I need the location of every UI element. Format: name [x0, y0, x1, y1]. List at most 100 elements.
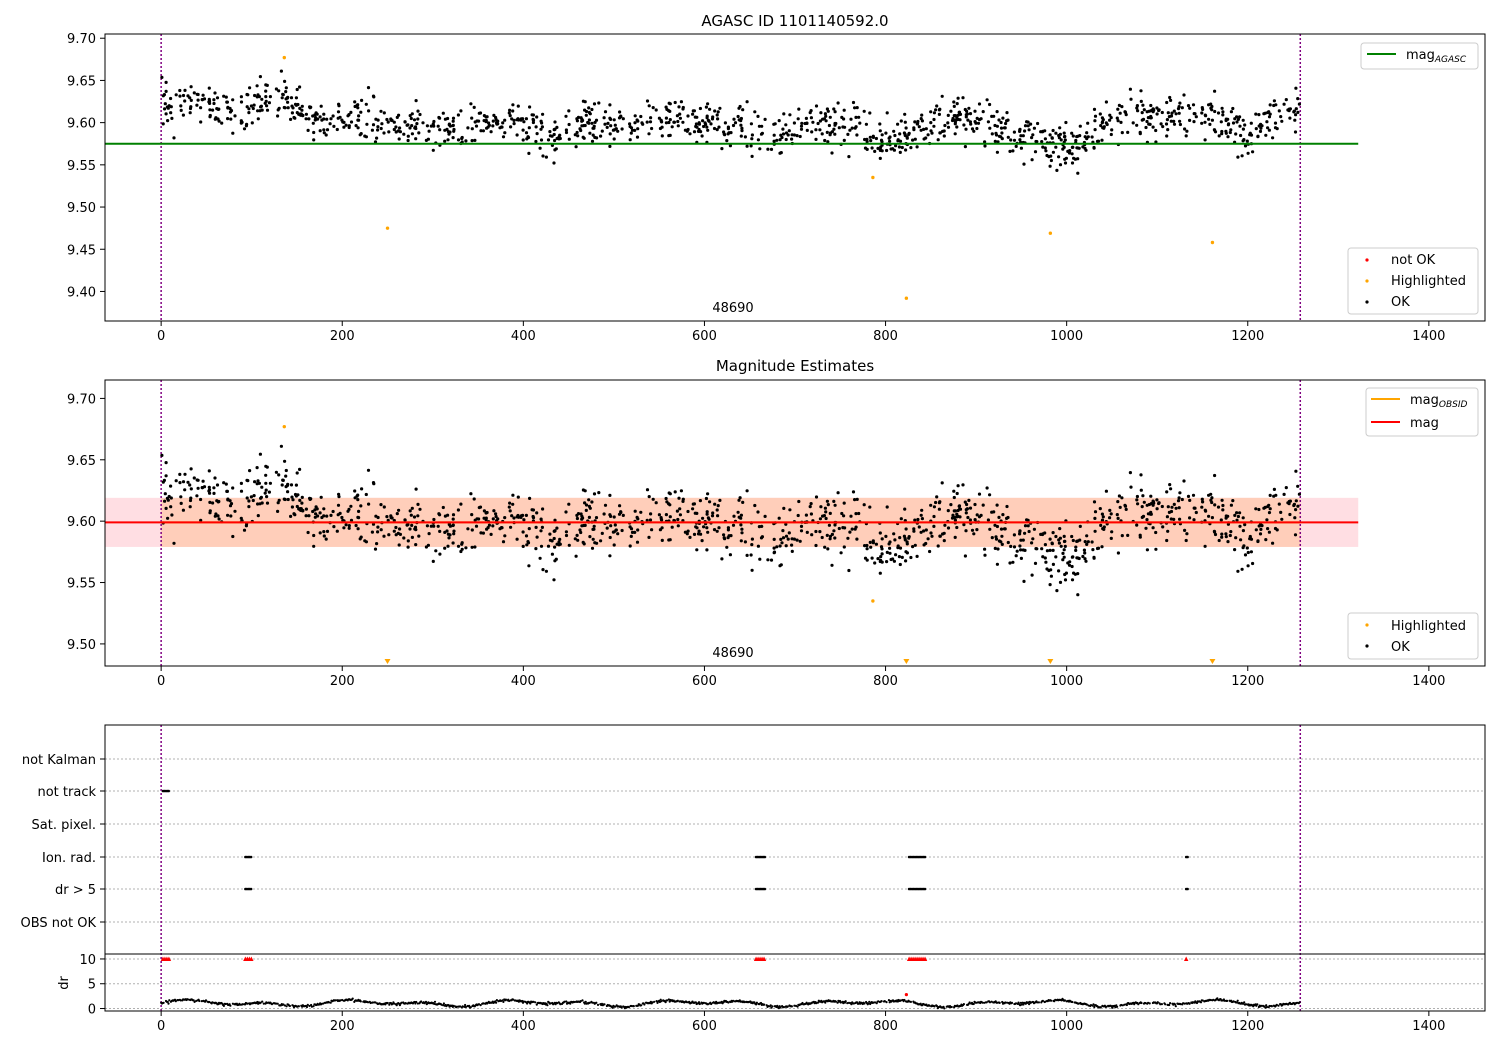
y-tick-label: 9.70 — [67, 32, 96, 47]
ok-point — [1092, 107, 1097, 111]
dr-point — [1159, 1003, 1162, 1006]
dr-point — [847, 1001, 851, 1005]
ok-point — [639, 114, 643, 119]
ok-point — [833, 523, 837, 527]
ok-point — [491, 124, 495, 128]
dr-point — [985, 1001, 988, 1004]
ok-point — [217, 119, 221, 123]
ok-point — [332, 124, 336, 128]
ok-point — [726, 528, 731, 532]
ok-point — [416, 514, 420, 518]
ok-point — [231, 98, 235, 102]
ok-point — [1115, 116, 1119, 120]
ok-point — [534, 125, 538, 129]
ok-point — [552, 536, 556, 541]
legend-label-highlighted: Highlighted — [1391, 619, 1466, 634]
dr-point — [455, 1005, 459, 1008]
ok-point — [739, 116, 744, 121]
ok-point — [414, 99, 418, 103]
ok-point — [1059, 138, 1063, 142]
ok-point — [1043, 146, 1047, 150]
ok-point — [494, 514, 498, 519]
ok-point — [1140, 515, 1144, 520]
ok-point — [1245, 546, 1249, 550]
ok-point — [1241, 127, 1245, 131]
ok-point — [842, 108, 846, 112]
ok-point — [698, 499, 703, 503]
ok-point — [298, 106, 302, 110]
ok-point — [389, 514, 393, 518]
dr-axis-label: dr — [57, 976, 72, 990]
ok-point — [1169, 517, 1173, 521]
dr-point — [1232, 1000, 1235, 1003]
ok-point — [229, 502, 234, 506]
ok-point — [1178, 517, 1182, 521]
plot-frame — [104, 379, 1486, 667]
ok-point — [1154, 128, 1158, 133]
ok-point — [997, 539, 1002, 543]
dr-point — [329, 1001, 332, 1004]
ok-point — [760, 124, 764, 128]
dr-point — [177, 999, 180, 1002]
ok-point — [406, 138, 410, 143]
ok-point — [1019, 146, 1024, 150]
ok-point — [795, 538, 799, 542]
dr-point — [581, 999, 584, 1002]
ok-point — [539, 127, 543, 131]
ok-point — [417, 534, 421, 538]
ok-point — [850, 527, 854, 531]
ok-point — [517, 118, 521, 122]
ok-point — [1144, 125, 1148, 130]
ok-point — [1086, 540, 1090, 544]
dr-point — [1188, 1002, 1191, 1005]
ok-point — [322, 507, 326, 511]
ok-point — [951, 515, 955, 519]
ok-point — [564, 510, 568, 514]
ok-point — [371, 522, 376, 526]
ok-point — [823, 112, 828, 116]
dr-point — [168, 999, 171, 1002]
ok-point — [657, 513, 662, 517]
ok-point — [903, 538, 907, 542]
legend-points: not OK Highlighted OK — [1347, 247, 1479, 315]
ok-point — [418, 112, 422, 117]
ok-point — [438, 529, 442, 534]
ok-point — [306, 128, 310, 132]
ok-point — [888, 139, 892, 143]
ok-point — [870, 556, 874, 560]
ok-point — [472, 497, 476, 501]
x-tick-label: 400 — [511, 674, 536, 689]
ok-point — [1258, 532, 1263, 536]
ok-point — [196, 92, 200, 97]
y-tick-label: 9.55 — [67, 159, 96, 174]
ok-point — [1277, 502, 1281, 506]
ok-point — [421, 121, 425, 125]
ok-point — [403, 518, 407, 522]
ok-point — [552, 578, 556, 582]
dr-point — [620, 1006, 623, 1009]
ok-point — [750, 568, 754, 572]
x-tick-label: 0 — [157, 1019, 165, 1034]
ok-point — [670, 125, 674, 129]
ok-point — [963, 554, 968, 558]
ok-point — [611, 530, 616, 534]
ok-point — [335, 529, 339, 533]
ok-point — [863, 137, 867, 142]
ok-point — [862, 503, 866, 507]
ok-point — [298, 498, 302, 502]
ok-point — [507, 505, 511, 509]
ok-point — [253, 93, 257, 98]
ok-point — [994, 537, 999, 541]
ok-point — [885, 148, 889, 153]
ok-point — [470, 513, 474, 517]
ok-point — [1145, 548, 1149, 552]
ok-point — [163, 499, 167, 503]
ok-point — [645, 488, 650, 492]
ok-point — [737, 106, 741, 110]
ok-point — [1288, 512, 1292, 517]
ok-point — [981, 503, 985, 507]
ok-point — [363, 539, 367, 543]
ok-point — [810, 533, 814, 537]
ok-point — [1256, 539, 1260, 544]
ok-point — [828, 511, 832, 515]
